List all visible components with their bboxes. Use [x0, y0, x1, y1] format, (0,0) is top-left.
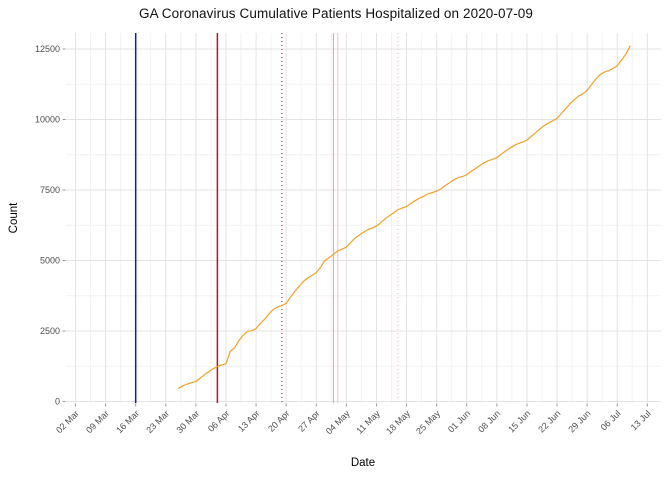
x-tick-label: 30 Mar — [174, 408, 201, 435]
x-tick-label: 01 Jun — [446, 408, 472, 434]
series-line-cumulative-hospitalized — [178, 45, 631, 389]
x-tick-label: 13 Jul — [629, 408, 653, 432]
x-tick-label: 02 Mar — [54, 408, 81, 435]
x-tick-label: 18 May — [384, 408, 412, 436]
x-tick-label: 25 May — [414, 408, 442, 436]
x-tick-label: 08 Jun — [476, 408, 502, 434]
x-tick-label: 23 Mar — [144, 408, 171, 435]
x-tick-label: 11 May — [354, 408, 382, 436]
x-tick-label: 22 Jun — [536, 408, 562, 434]
x-tick-label: 04 May — [324, 408, 352, 436]
y-tick-label: 0 — [55, 397, 60, 407]
x-tick-label: 15 Jun — [506, 408, 532, 434]
x-tick-label: 13 Apr — [236, 408, 261, 433]
x-tick-label: 16 Mar — [114, 408, 141, 435]
y-tick-label: 10000 — [35, 115, 60, 125]
y-tick-label: 5000 — [40, 256, 60, 266]
chart-title: GA Coronavirus Cumulative Patients Hospi… — [138, 6, 534, 21]
x-tick-label: 29 Jun — [566, 408, 592, 434]
y-tick-label: 2500 — [40, 326, 60, 336]
x-tick-label: 20 Apr — [266, 408, 291, 433]
x-tick-label: 27 Apr — [296, 408, 321, 433]
x-tick-label: 06 Apr — [206, 408, 231, 433]
y-tick-label: 12500 — [35, 44, 60, 54]
y-tick-label: 7500 — [40, 185, 60, 195]
x-tick-label: 06 Jul — [599, 408, 623, 432]
x-tick-label: 09 Mar — [84, 408, 111, 435]
x-axis-title: Date — [350, 457, 376, 469]
